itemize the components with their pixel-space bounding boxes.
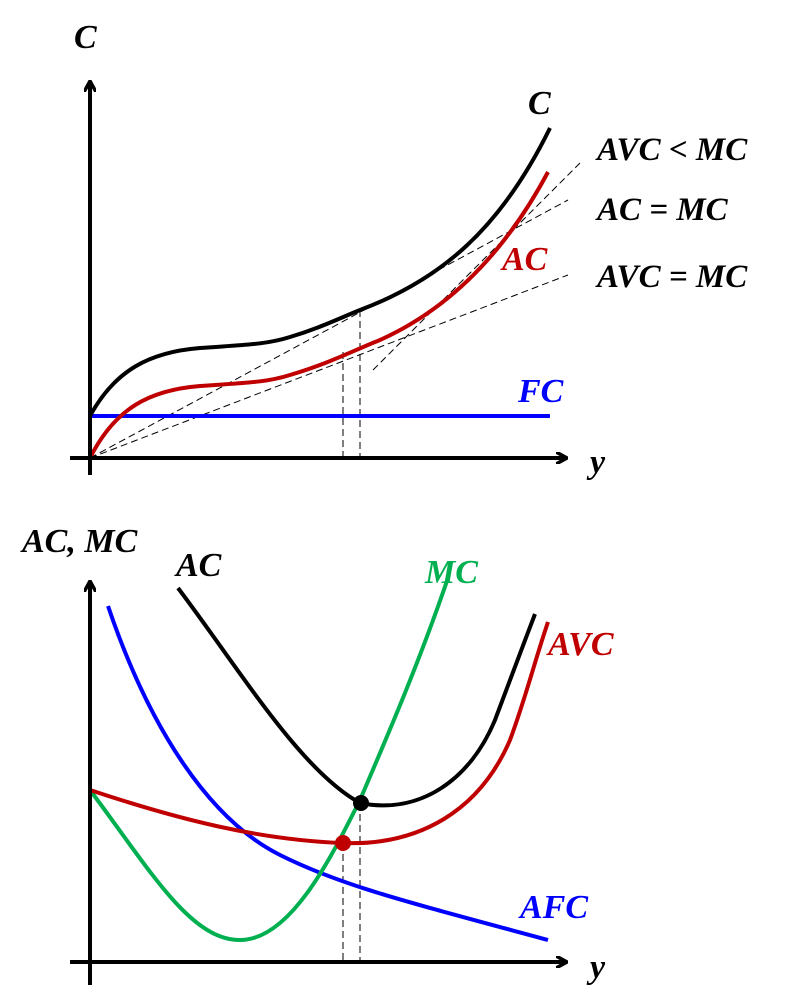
variable-cost-curve <box>88 171 550 459</box>
top-x-axis-label: y <box>586 444 606 481</box>
top-guide-lines <box>89 162 581 459</box>
ray-label-avc-eq-mc: AVC = MC <box>595 259 748 295</box>
total-cost-curve <box>88 127 552 417</box>
marginal-cost-label: MC <box>424 554 478 591</box>
marginal-cost-curve <box>88 577 450 943</box>
average-fixed-cost-curve <box>106 605 549 942</box>
ray-to-ac-eq-mc <box>89 199 569 459</box>
bottom-y-axis-label: AC, MC <box>20 523 138 560</box>
average-cost-curve <box>176 586 537 808</box>
top-panel: C y C AC FC AVC < MC AC = MC AVC = MC <box>70 19 748 481</box>
bottom-x-axis-label: y <box>586 949 606 986</box>
ray-label-ac-eq-mc: AC = MC <box>595 192 729 228</box>
ac-min-point <box>353 795 369 811</box>
tangent-avc-lt-mc <box>372 162 581 371</box>
bottom-guide-lines <box>342 803 361 962</box>
top-y-axis-label: C <box>74 19 97 56</box>
fixed-cost-label: FC <box>517 373 564 410</box>
average-variable-cost-curve <box>89 621 550 846</box>
bottom-panel: AC, MC y AC MC AVC AFC <box>20 523 614 986</box>
average-fixed-cost-label: AFC <box>518 889 588 926</box>
ray-to-avc-eq-mc <box>89 274 569 459</box>
avc-min-point <box>335 835 351 851</box>
average-variable-cost-label: AVC <box>546 626 614 663</box>
ray-label-avc-lt-mc: AVC < MC <box>595 132 748 168</box>
variable-cost-label: AC <box>500 241 548 278</box>
total-cost-label: C <box>528 85 551 122</box>
average-cost-label: AC <box>174 547 222 584</box>
